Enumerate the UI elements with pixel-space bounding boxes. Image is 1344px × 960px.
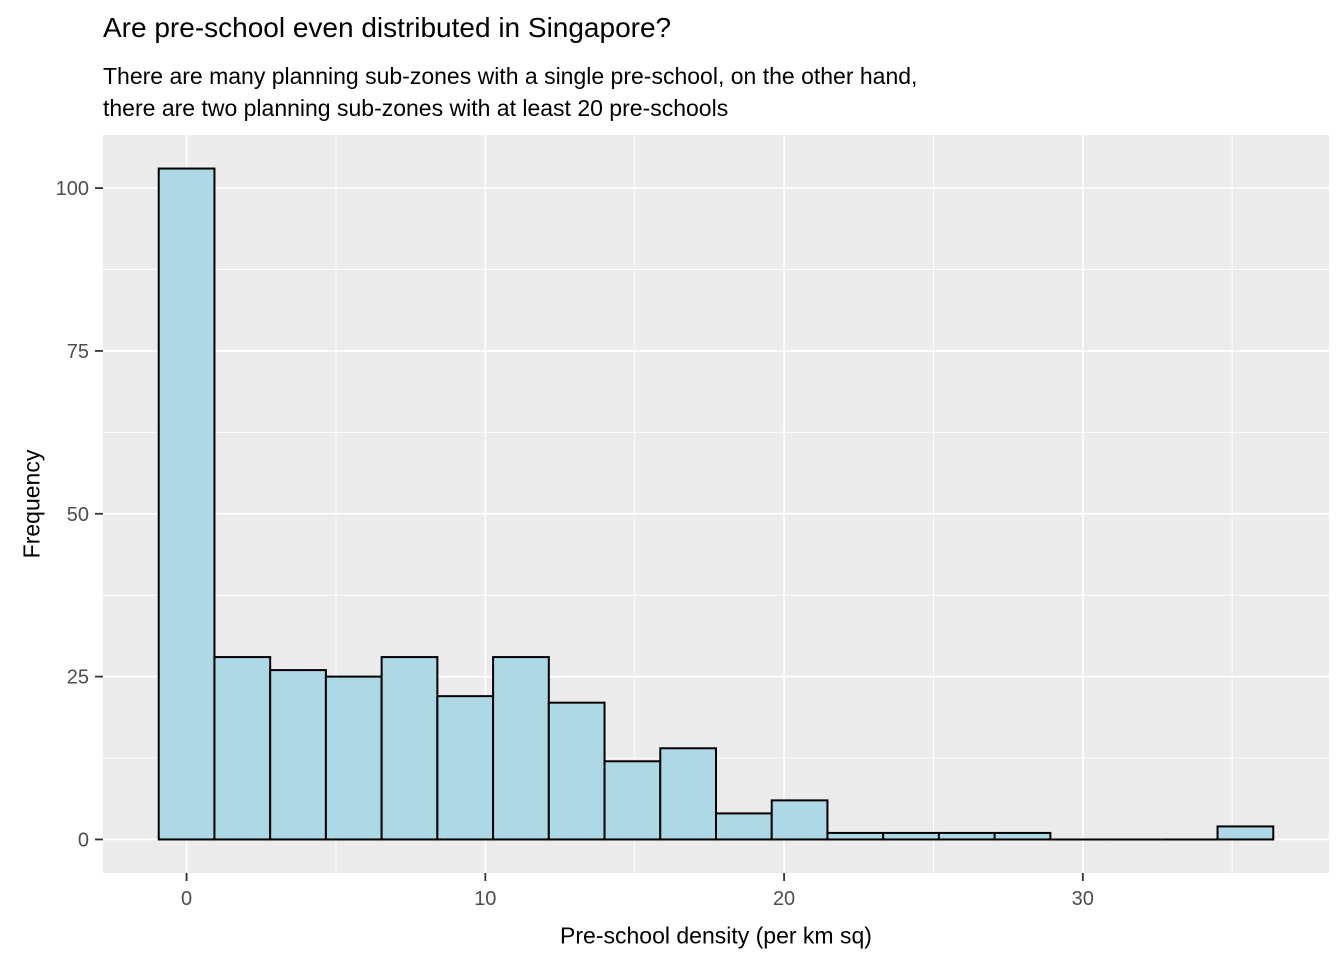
histogram-bar bbox=[882, 831, 940, 841]
histogram-bar bbox=[826, 831, 885, 841]
histogram-bar bbox=[436, 695, 495, 841]
histogram-bar bbox=[157, 167, 216, 841]
x-axis-title: Pre-school density (per km sq) bbox=[560, 922, 872, 949]
histogram-bar bbox=[937, 831, 996, 841]
chart-subtitle-line-2: there are two planning sub-zones with at… bbox=[103, 95, 729, 121]
y-axis-tick-label: 75 bbox=[67, 341, 89, 363]
histogram-bar bbox=[1216, 825, 1275, 841]
histogram-bar bbox=[547, 701, 606, 841]
y-axis-tick-label: 100 bbox=[56, 178, 89, 200]
chart-title: Are pre-school even distributed in Singa… bbox=[103, 12, 672, 43]
chart-subtitle-line-1: There are many planning sub-zones with a… bbox=[103, 63, 918, 89]
histogram-bar bbox=[269, 669, 327, 841]
histogram-bar bbox=[714, 812, 773, 841]
histogram-bar bbox=[659, 747, 717, 841]
histogram-bar bbox=[993, 831, 1052, 841]
y-axis-title: Frequency bbox=[18, 449, 45, 559]
x-axis-tick-label: 0 bbox=[181, 888, 192, 910]
histogram-bar bbox=[324, 675, 383, 841]
x-axis-tick-label: 30 bbox=[1072, 888, 1094, 910]
histogram-bar bbox=[492, 656, 550, 841]
y-axis-tick-label: 0 bbox=[78, 829, 89, 851]
histogram-bar bbox=[213, 656, 272, 841]
x-axis-tick-label: 20 bbox=[773, 888, 795, 910]
x-axis-tick-label: 10 bbox=[474, 888, 496, 910]
y-axis-tick-label: 50 bbox=[67, 504, 89, 526]
histogram-bar bbox=[603, 760, 662, 841]
y-axis-tick-label: 25 bbox=[67, 667, 89, 689]
histogram-bar bbox=[380, 656, 439, 841]
chart-subtitle: There are many planning sub-zones with a… bbox=[103, 60, 917, 124]
histogram-bar bbox=[770, 799, 829, 841]
